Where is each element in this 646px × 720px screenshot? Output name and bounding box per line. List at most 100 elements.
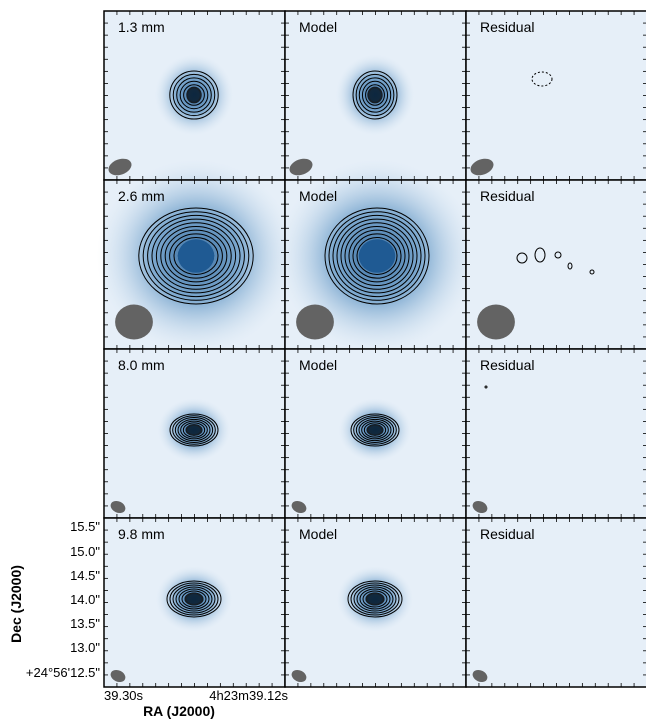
contour-line bbox=[172, 415, 216, 445]
panel-r4-c1: 9.8 mm bbox=[103, 517, 286, 688]
contour-line bbox=[361, 80, 389, 110]
contour-line bbox=[353, 584, 397, 614]
contour-line bbox=[362, 590, 388, 608]
panel-r1-c2: Model bbox=[284, 10, 467, 181]
contour-line bbox=[332, 214, 422, 298]
contour-line bbox=[336, 218, 418, 294]
panel-r4-c2: Model bbox=[284, 517, 467, 688]
panel-label: Model bbox=[299, 188, 337, 204]
contour-line bbox=[356, 237, 398, 275]
panel-background bbox=[466, 518, 646, 687]
contour-line bbox=[365, 84, 385, 106]
ytick-1: 15.5" bbox=[70, 519, 100, 534]
contour-line bbox=[178, 588, 210, 610]
panel-r1-c3: Residual bbox=[465, 10, 646, 181]
contour-line bbox=[356, 586, 394, 612]
contour-line bbox=[175, 586, 213, 612]
panel-label: Residual bbox=[480, 357, 534, 373]
contour-line bbox=[182, 422, 206, 438]
contour-line bbox=[181, 590, 207, 608]
residual-contour bbox=[516, 252, 528, 264]
contour-line bbox=[179, 80, 209, 110]
contour-line bbox=[350, 413, 400, 447]
beam-ellipse bbox=[108, 158, 132, 176]
contour-line bbox=[355, 417, 395, 443]
contour-line bbox=[328, 211, 426, 301]
xtick-2: 4h23m39.12s bbox=[209, 688, 288, 703]
ytick-6: 13.0" bbox=[70, 640, 100, 655]
beam-ellipse bbox=[472, 500, 488, 514]
y-axis-label: Dec (J2000) bbox=[8, 565, 24, 643]
contour-line bbox=[138, 207, 254, 305]
contour-line bbox=[348, 229, 406, 283]
contour-line bbox=[324, 207, 430, 305]
panel-r3-c1: 8.0 mm bbox=[103, 348, 286, 519]
panel-r3-c3: Residual bbox=[465, 348, 646, 519]
beam-ellipse bbox=[470, 158, 494, 176]
beam-ellipse bbox=[110, 669, 126, 683]
emission-core bbox=[367, 86, 383, 104]
residual-contour bbox=[484, 385, 488, 389]
residual-contour bbox=[531, 71, 553, 87]
panel-label: 9.8 mm bbox=[118, 526, 165, 542]
ytick-4: 14.0" bbox=[70, 592, 100, 607]
contour-line bbox=[169, 413, 219, 447]
contour-line bbox=[358, 77, 392, 113]
panel-label: Model bbox=[299, 357, 337, 373]
panel-label: Residual bbox=[480, 188, 534, 204]
panel-r1-c1: 1.3 mm bbox=[103, 10, 286, 181]
emission-core bbox=[184, 592, 204, 606]
contour-line bbox=[353, 415, 397, 445]
contour-line bbox=[174, 417, 214, 443]
panel-label: Model bbox=[299, 526, 337, 542]
contour-line bbox=[176, 77, 212, 113]
contour-line bbox=[169, 70, 219, 120]
panel-background bbox=[466, 11, 646, 180]
beam-ellipse bbox=[296, 304, 334, 340]
beam-ellipse bbox=[291, 669, 307, 683]
emission-core bbox=[366, 424, 384, 436]
contour-line bbox=[350, 582, 400, 616]
contour-line bbox=[166, 580, 222, 618]
beam-ellipse bbox=[110, 500, 126, 514]
contour-set bbox=[324, 207, 430, 305]
contour-line bbox=[361, 420, 389, 440]
contour-line bbox=[340, 222, 414, 290]
contour-line bbox=[180, 420, 208, 440]
panel-r2-c3: Residual bbox=[465, 179, 646, 350]
emission-core bbox=[358, 239, 396, 273]
contour-line bbox=[177, 418, 211, 442]
beam-ellipse bbox=[289, 158, 313, 176]
panel-label: 2.6 mm bbox=[118, 188, 165, 204]
ytick-2: 15.0" bbox=[70, 544, 100, 559]
panel-label: Residual bbox=[480, 19, 534, 35]
residual-contour bbox=[534, 247, 546, 263]
panel-label: 1.3 mm bbox=[118, 19, 165, 35]
beam-ellipse bbox=[115, 304, 153, 340]
contour-line bbox=[147, 214, 245, 298]
contour-line bbox=[151, 218, 241, 294]
emission-core bbox=[186, 86, 202, 104]
residual-contour bbox=[589, 269, 595, 275]
panel-r4-c3: Residual bbox=[465, 517, 646, 688]
contour-line bbox=[363, 422, 387, 438]
emission-core bbox=[177, 239, 215, 273]
panel-r2-c2: Model bbox=[277, 159, 477, 353]
ytick-5: 13.5" bbox=[70, 616, 100, 631]
contour-line bbox=[173, 237, 219, 275]
contour-line bbox=[183, 84, 205, 106]
contour-line bbox=[359, 588, 391, 610]
contour-line bbox=[169, 233, 223, 279]
panel-label: Model bbox=[299, 19, 337, 35]
contour-line bbox=[164, 229, 228, 283]
beam-ellipse bbox=[477, 304, 515, 340]
contour-line bbox=[172, 73, 216, 117]
contour-line bbox=[160, 225, 232, 287]
contour-line bbox=[155, 222, 237, 290]
beam-ellipse bbox=[291, 500, 307, 514]
emission-core bbox=[365, 592, 385, 606]
xtick-1: 39.30s bbox=[104, 688, 144, 703]
ytick-3: 14.5" bbox=[70, 568, 100, 583]
panel-label: Residual bbox=[480, 526, 534, 542]
